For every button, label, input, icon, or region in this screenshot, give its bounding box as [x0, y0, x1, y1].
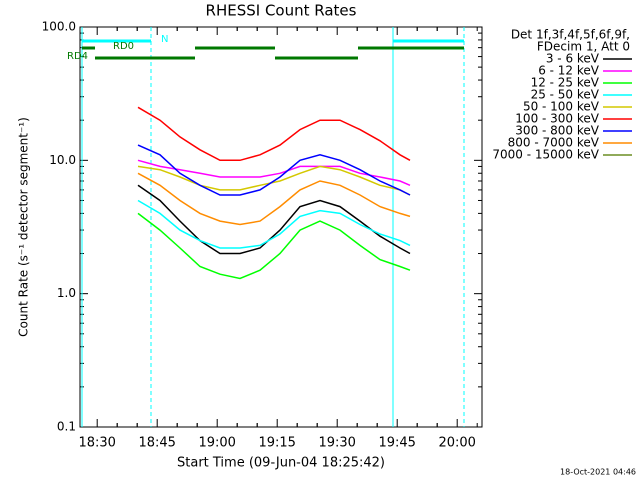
x-tick-label: 18:45: [138, 436, 175, 451]
y-tick-label: 0.1: [57, 420, 76, 434]
x-tick-label: 19:00: [198, 436, 235, 451]
legend-label: 300 - 800 keV: [515, 124, 599, 138]
legend-label: 800 - 7000 keV: [508, 136, 600, 150]
chart-title: RHESSI Count Rates: [206, 2, 357, 20]
series-line: [137, 172, 411, 226]
legend-label: 6 - 12 keV: [538, 64, 600, 78]
y-axis-label: Count Rate (s⁻¹ detector segment⁻¹): [17, 117, 31, 337]
y-tick-label: 100.0: [42, 20, 76, 34]
series-line: [137, 212, 411, 280]
series-line: [137, 165, 411, 196]
legend-label: 50 - 100 keV: [523, 100, 600, 114]
x-tick-label: 18:30: [78, 436, 115, 451]
flag-label: RD4: [67, 51, 88, 62]
legend-label: 7000 - 15000 keV: [492, 148, 599, 162]
y-tick-label: 1.0: [57, 286, 76, 300]
timestamp: 18-Oct-2021 04:46: [560, 468, 636, 477]
series-line: [137, 106, 411, 162]
series-line: [137, 199, 411, 249]
series-line: [137, 144, 411, 196]
x-axis-label: Start Time (09-Jun-04 18:25:42): [177, 456, 385, 471]
flag-label: RD0: [113, 41, 134, 52]
x-tick-label: 19:15: [258, 436, 295, 451]
series-line: [137, 159, 411, 186]
x-tick-label: 20:00: [438, 436, 475, 451]
legend-label: 3 - 6 keV: [546, 52, 600, 66]
x-tick-label: 19:45: [378, 436, 415, 451]
plot-frame: [79, 26, 483, 428]
x-tick-label: 19:30: [318, 436, 355, 451]
legend-title: FDecim 1, Att 0: [537, 40, 630, 54]
legend-label: 100 - 300 keV: [515, 112, 599, 126]
series-line: [137, 184, 411, 255]
flag-label: N: [161, 34, 168, 45]
legend-label: 25 - 50 keV: [531, 88, 600, 102]
legend-title: Det 1f,3f,4f,5f,6f,9f,: [511, 28, 630, 42]
y-tick-label: 10.0: [49, 153, 76, 167]
legend-label: 12 - 25 keV: [531, 76, 600, 90]
